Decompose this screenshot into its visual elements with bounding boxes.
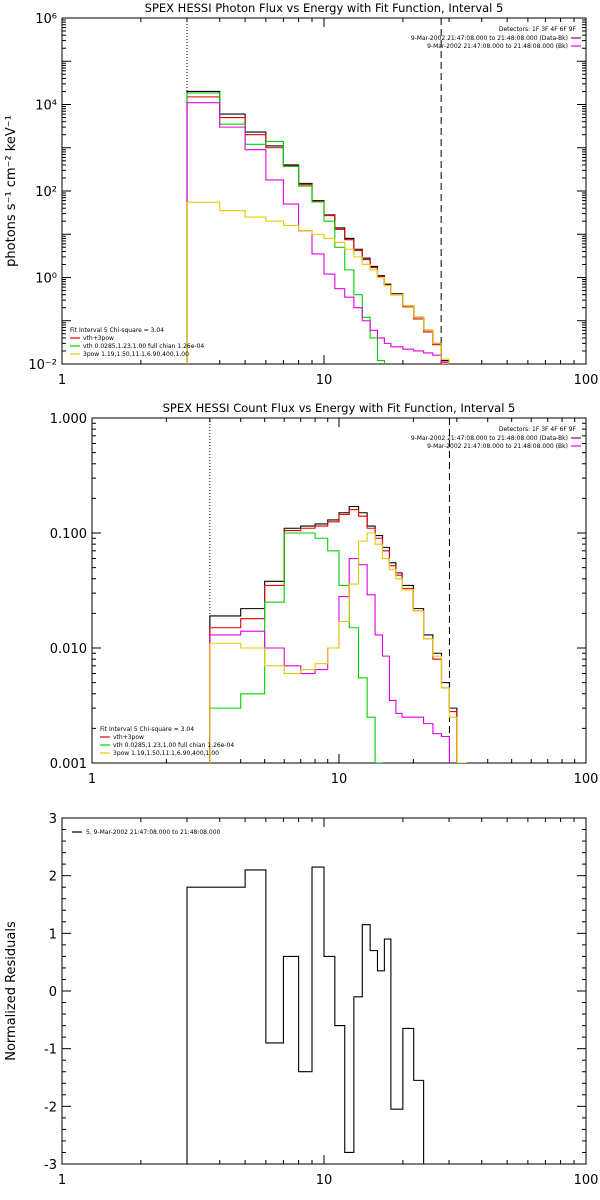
chart2-x-tick-label: 100 <box>574 772 599 787</box>
chart2-fit-text: 3pow 1.19,1.50,11.1,6.90,400,1.00 <box>113 750 219 757</box>
chart3-y-tick-label: -2 <box>44 1100 57 1115</box>
chart1-y-tick-label: 10⁴ <box>35 99 57 114</box>
chart2-x-tick-label: 1 <box>88 772 96 787</box>
chart2-series-3 <box>209 532 468 763</box>
chart2-y-tick-label: 0.001 <box>50 757 87 772</box>
chart1-series-2 <box>186 96 461 364</box>
chart2-detectors-text: Detectors: 1F 3F 4F 6F 9F <box>499 426 577 433</box>
chart2-title: SPEX HESSI Count Flux vs Energy with Fit… <box>163 401 516 415</box>
chart3-y-tick-label: 2 <box>49 870 57 885</box>
chart1-fit-text: Fit Interval 5 Chi-square = 3.04 <box>70 327 164 334</box>
chart1-x-tick-label: 1 <box>58 373 66 388</box>
chart1-y-tick-label: 10⁶ <box>35 12 57 27</box>
chart2-series-5 <box>209 532 468 763</box>
chart2-interval-text: 9-Mar-2002 21:47:08.000 to 21:48:08.000 … <box>411 435 568 442</box>
chart1-fit-text: vth+3pow <box>83 335 114 342</box>
chart2-x-tick-label: 10 <box>331 772 348 787</box>
chart2-fit-text: vth 0.0285,1.23,1.00 full chian 1.26e-04 <box>113 742 234 749</box>
chart1-series-1 <box>186 90 461 364</box>
chart1-series-3 <box>186 92 461 364</box>
chart2-fit-text: vth+3pow <box>113 734 144 741</box>
chart1-interval-text: 9-Mar-2002 21:47:08.000 to 21:48:08.000 … <box>427 43 568 50</box>
chart2-y-tick-label: 1.000 <box>50 412 87 427</box>
chart2-series-4 <box>209 557 468 763</box>
chart3-x-tick-label: 1 <box>58 1173 66 1188</box>
chart2-frame <box>91 417 587 764</box>
chart1-y-axis-label: photons s⁻¹ cm⁻² keV⁻¹ <box>4 115 19 267</box>
chart1-series-4 <box>186 102 461 364</box>
chart1-fit-text: vth 0.0285,1.23,1.00 full chian 1.26e-04 <box>83 343 204 350</box>
chart1-x-tick-label: 100 <box>574 373 599 388</box>
chart2-interval-text: 9-Mar-2002 21:47:08.000 to 21:48:08.000 … <box>427 443 568 450</box>
chart3-y-tick-label: 1 <box>49 927 57 942</box>
chart2-y-tick-label: 0.100 <box>50 527 87 542</box>
chart1-y-tick-label: 10² <box>35 185 57 200</box>
chart3-y-tick-label: -3 <box>44 1158 57 1173</box>
chart3-x-tick-label: 100 <box>574 1173 599 1188</box>
chart1-fit-text: 3pow 1.19,1.50,11.1,6.90,400,1.00 <box>83 351 189 358</box>
chart3-series-1 <box>186 866 442 1164</box>
chart1-y-tick-label: 10⁻² <box>28 358 57 373</box>
chart1-interval-text: 9-Mar-2002 21:47:08.000 to 21:48:08.000 … <box>411 35 568 42</box>
chart1-x-tick-label: 10 <box>316 373 333 388</box>
chart3-y-axis-label: Normalized Residuals <box>4 921 19 1061</box>
chart2-y-tick-label: 0.010 <box>50 642 87 657</box>
chart3-y-tick-label: 3 <box>49 812 57 827</box>
chart1-title: SPEX HESSI Photon Flux vs Energy with Fi… <box>145 1 504 15</box>
chart1-series-5 <box>186 201 461 364</box>
chart3-y-tick-label: -1 <box>44 1043 57 1058</box>
chart2-fit-text: Fit Interval 5 Chi-square = 3.04 <box>100 726 194 733</box>
chart1-detectors-text: Detectors: 1F 3F 4F 6F 9F <box>499 26 577 33</box>
chart3-y-tick-label: 0 <box>49 985 57 1000</box>
chart1-frame <box>61 17 587 365</box>
chart3-x-tick-label: 10 <box>316 1173 333 1188</box>
chart3-legend-text: 5, 9-Mar-2002 21:47:08.000 to 21:48:08.0… <box>86 829 221 836</box>
chart1-y-tick-label: 10⁰ <box>35 272 57 287</box>
